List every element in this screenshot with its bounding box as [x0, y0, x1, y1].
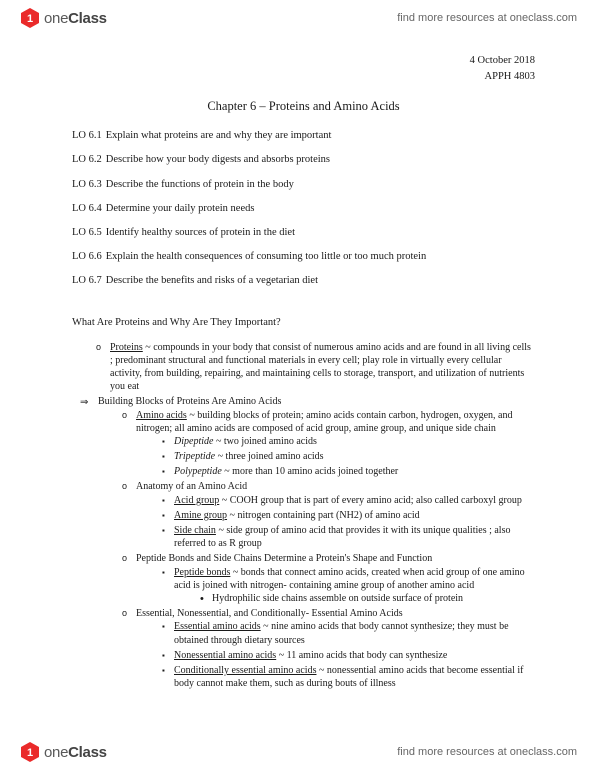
list-item: Essential amino acids ~ nine amino acids…	[158, 620, 535, 646]
list-item: Side chain ~ side group of amino acid th…	[158, 524, 535, 550]
resources-link-top[interactable]: find more resources at oneclass.com	[397, 12, 577, 24]
svg-text:1: 1	[27, 13, 33, 25]
course-code: APPH 4803	[72, 70, 535, 84]
list-item: Acid group ~ COOH group that is part of …	[158, 494, 535, 507]
lo-item: LO 6.6Explain the health consequences of…	[72, 250, 535, 264]
list-item: Building Blocks of Proteins Are Amino Ac…	[84, 395, 535, 690]
brand-logo: 1 oneClass	[18, 6, 107, 30]
list-item: Nonessential amino acids ~ 11 amino acid…	[158, 649, 535, 662]
brand-logo: 1 oneClass	[18, 740, 107, 764]
brand-name: oneClass	[44, 744, 107, 761]
lo-item: LO 6.2Describe how your body digests and…	[72, 153, 535, 167]
list-item: Peptide bonds ~ bonds that connect amino…	[158, 566, 535, 606]
lo-item: LO 6.7Describe the benefits and risks of…	[72, 274, 535, 288]
section-question: What Are Proteins and Why Are They Impor…	[72, 316, 535, 330]
resources-link-bottom[interactable]: find more resources at oneclass.com	[397, 746, 577, 758]
footer-bar: 1 oneClass find more resources at onecla…	[0, 734, 595, 770]
list-item: Anatomy of an Amino Acid Acid group ~ CO…	[120, 480, 535, 550]
list-item: Peptide Bonds and Side Chains Determine …	[120, 552, 535, 605]
page-content: 4 October 2018 APPH 4803 Chapter 6 – Pro…	[0, 36, 595, 702]
svg-text:1: 1	[27, 747, 33, 759]
lo-item: LO 6.1Explain what proteins are and why …	[72, 129, 535, 143]
list-item: Conditionally essential amino acids ~ no…	[158, 664, 535, 690]
hexagon-icon: 1	[18, 6, 42, 30]
list-item: Amino acids ~ building blocks of protein…	[120, 409, 535, 479]
list-item: Hydrophilic side chains assemble on outs…	[196, 592, 535, 605]
notes-tree: Building Blocks of Proteins Are Amino Ac…	[84, 395, 535, 690]
lo-item: LO 6.3Describe the functions of protein …	[72, 178, 535, 192]
lo-item: LO 6.5Identify healthy sources of protei…	[72, 226, 535, 240]
list-item: Essential, Nonessential, and Conditional…	[120, 607, 535, 690]
list-item: Amine group ~ nitrogen containing part (…	[158, 509, 535, 522]
header-bar: 1 oneClass find more resources at onecla…	[0, 0, 595, 36]
list-item: Proteins ~ compounds in your body that c…	[94, 341, 535, 394]
list-item: Tripeptide ~ three joined amino acids	[158, 450, 535, 463]
notes-tree: Proteins ~ compounds in your body that c…	[94, 341, 535, 394]
date: 4 October 2018	[72, 54, 535, 68]
learning-objectives: LO 6.1Explain what proteins are and why …	[72, 129, 535, 288]
brand-name: oneClass	[44, 10, 107, 27]
list-item: Polypeptide ~ more than 10 amino acids j…	[158, 465, 535, 478]
hexagon-icon: 1	[18, 740, 42, 764]
list-item: Dipeptide ~ two joined amino acids	[158, 435, 535, 448]
lo-item: LO 6.4Determine your daily protein needs	[72, 202, 535, 216]
chapter-title: Chapter 6 – Proteins and Amino Acids	[72, 98, 535, 115]
